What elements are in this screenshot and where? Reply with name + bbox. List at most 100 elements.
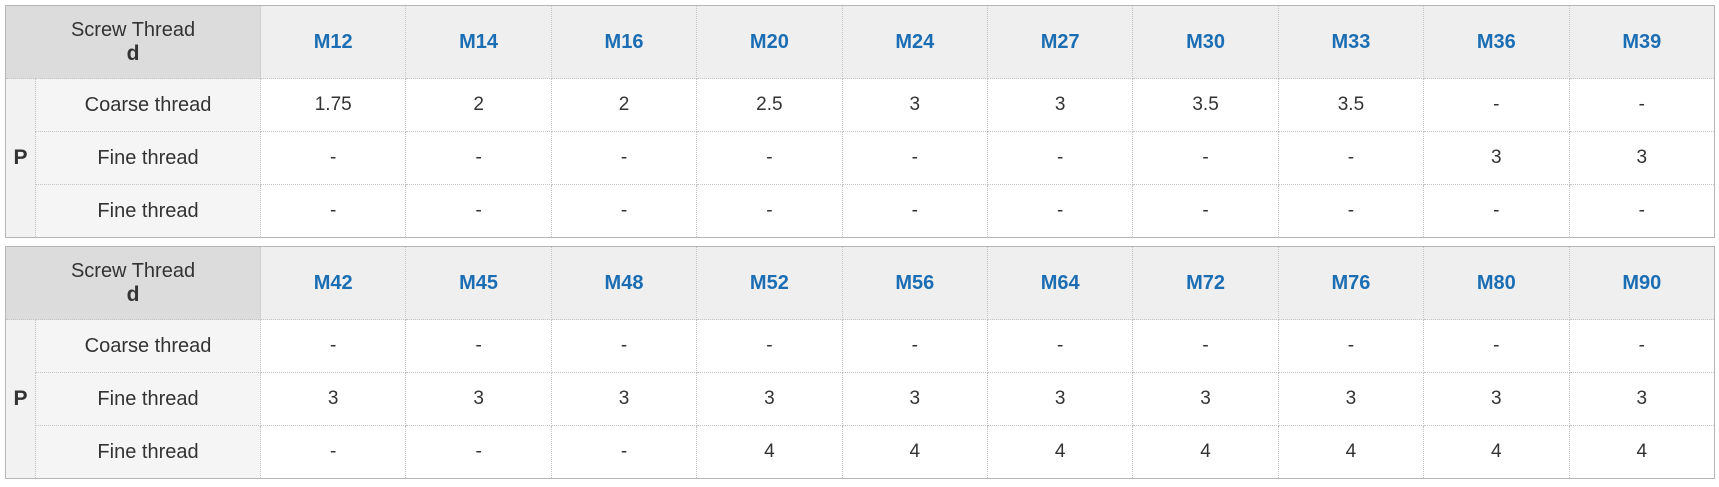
value-cell: 2 bbox=[550, 78, 698, 132]
size-header: M36 bbox=[1423, 5, 1570, 79]
value-cell: 4 bbox=[1277, 425, 1425, 479]
row-label: Fine thread bbox=[34, 425, 262, 479]
value-cell: - bbox=[1277, 319, 1425, 373]
value-cell: - bbox=[550, 319, 698, 373]
row-label: Coarse thread bbox=[34, 319, 262, 373]
value-cell: - bbox=[1568, 78, 1716, 132]
size-header: M76 bbox=[1277, 246, 1425, 320]
value-cell: 4 bbox=[1132, 425, 1279, 479]
row-label: Fine thread bbox=[34, 184, 262, 238]
header-row: Screw Thread d M42 M45 M48 M52 M56 M64 M72 M76 M80… bbox=[4, 246, 1716, 320]
size-header: M90 bbox=[1568, 246, 1716, 320]
value-cell: - bbox=[405, 425, 552, 479]
value-cell: - bbox=[260, 425, 407, 479]
value-cell: - bbox=[1132, 184, 1279, 238]
data-row: Fine thread - - -4 4 4 4 4 4 4 bbox=[6, 425, 1716, 479]
value-cell: - bbox=[1423, 78, 1570, 132]
value-cell: - bbox=[696, 184, 843, 238]
value-cell: 3 bbox=[986, 78, 1134, 132]
data-row: P Coarse thread - - - - - - - - - - bbox=[5, 319, 1716, 479]
size-header: M48 bbox=[550, 246, 698, 320]
value-cell: 4 bbox=[1423, 425, 1570, 479]
header-label: Screw Thread bbox=[70, 260, 196, 282]
size-header: M20 bbox=[696, 5, 843, 79]
value-cell: - bbox=[550, 184, 698, 238]
value-cell: 2 bbox=[405, 78, 552, 132]
value-cell: 3 bbox=[1423, 131, 1570, 185]
row-label: Fine thread bbox=[34, 372, 262, 426]
value-cell: 3 bbox=[986, 372, 1134, 426]
value-cell: - bbox=[696, 131, 843, 185]
spec-table: Screw Thread d M12 M14 M16 M20 M24 M27 M30 M33 M36… bbox=[4, 5, 1716, 238]
value-cell: - bbox=[260, 184, 407, 238]
value-cell: 3 bbox=[841, 78, 988, 132]
value-cell: 3.5 bbox=[1277, 78, 1425, 132]
spec-table: Screw Thread d M42 M45 M48 M52 M56 M64 M72 M76 M80… bbox=[4, 246, 1716, 479]
value-cell: - bbox=[986, 184, 1134, 238]
value-cell: - bbox=[1568, 184, 1716, 238]
size-header: M80 bbox=[1423, 246, 1570, 320]
value-cell: - bbox=[405, 319, 552, 373]
size-header: M16 bbox=[550, 5, 698, 79]
value-cell: - bbox=[841, 319, 988, 373]
header-cell: Screw Thread d bbox=[4, 246, 262, 320]
value-cell: 3 bbox=[260, 372, 407, 426]
value-cell: - bbox=[1568, 319, 1716, 373]
value-cell: 3 bbox=[696, 372, 843, 426]
value-cell: - bbox=[405, 184, 552, 238]
size-header: M12 bbox=[260, 5, 407, 79]
value-cell: 2.5 bbox=[696, 78, 843, 132]
value-cell: - bbox=[696, 319, 843, 373]
size-header: M24 bbox=[841, 5, 988, 79]
value-cell: 3 bbox=[405, 372, 552, 426]
header-symbol: d bbox=[126, 42, 140, 65]
size-header: M52 bbox=[696, 246, 843, 320]
size-header: M33 bbox=[1277, 5, 1425, 79]
value-cell: 3 bbox=[1277, 372, 1425, 426]
value-cell: - bbox=[550, 425, 698, 479]
size-header: M30 bbox=[1132, 5, 1279, 79]
value-cell: - bbox=[1423, 184, 1570, 238]
value-cell: - bbox=[1132, 131, 1279, 185]
value-cell: 3.5 bbox=[1132, 78, 1279, 132]
size-header: M64 bbox=[986, 246, 1134, 320]
value-cell: 3 bbox=[1568, 131, 1716, 185]
value-cell: 3 bbox=[841, 372, 988, 426]
value-cell: 1.75 bbox=[260, 78, 407, 132]
data-row: Fine thread 3 3 3 3 3 3 3 3 3 3 bbox=[6, 372, 1716, 426]
size-header: M72 bbox=[1132, 246, 1279, 320]
value-cell: 4 bbox=[986, 425, 1134, 479]
size-header: M27 bbox=[986, 5, 1134, 79]
size-header: M39 bbox=[1568, 5, 1716, 79]
value-cell: - bbox=[1423, 319, 1570, 373]
value-cell: - bbox=[260, 319, 407, 373]
value-cell: 4 bbox=[696, 425, 843, 479]
data-row: Fine thread - - - - - - - - - - bbox=[6, 184, 1716, 238]
value-cell: - bbox=[550, 131, 698, 185]
value-cell: 3 bbox=[550, 372, 698, 426]
size-header: M14 bbox=[405, 5, 552, 79]
header-cell: Screw Thread d bbox=[4, 5, 262, 79]
value-cell: - bbox=[1277, 184, 1425, 238]
value-cell: 3 bbox=[1132, 372, 1279, 426]
size-header: M45 bbox=[405, 246, 552, 320]
value-cell: - bbox=[1277, 131, 1425, 185]
header-symbol: d bbox=[126, 283, 140, 306]
value-cell: - bbox=[986, 131, 1134, 185]
value-cell: - bbox=[1132, 319, 1279, 373]
row-label: Coarse thread bbox=[34, 78, 262, 132]
row-label: Fine thread bbox=[34, 131, 262, 185]
value-cell: - bbox=[405, 131, 552, 185]
value-cell: - bbox=[260, 131, 407, 185]
group-label: P bbox=[5, 319, 36, 479]
value-cell: 4 bbox=[1568, 425, 1716, 479]
size-header: M42 bbox=[260, 246, 407, 320]
header-label: Screw Thread bbox=[70, 19, 196, 41]
value-cell: - bbox=[986, 319, 1134, 373]
value-cell: 3 bbox=[1423, 372, 1570, 426]
value-cell: 3 bbox=[1568, 372, 1716, 426]
thread-tables: Screw Thread d M12 M14 M16 M20 M24 M27 M30 M33 M36… bbox=[4, 5, 1716, 487]
value-cell: 4 bbox=[841, 425, 988, 479]
value-cell: - bbox=[841, 131, 988, 185]
